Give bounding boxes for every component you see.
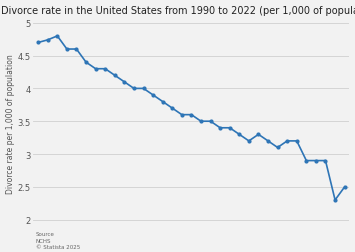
Title: Divorce rate in the United States from 1990 to 2022 (per 1,000 of population): Divorce rate in the United States from 1…	[1, 6, 355, 15]
Y-axis label: Divorce rate per 1,000 of population: Divorce rate per 1,000 of population	[6, 54, 15, 193]
Text: Source
NCHS
© Statista 2025: Source NCHS © Statista 2025	[36, 231, 80, 249]
